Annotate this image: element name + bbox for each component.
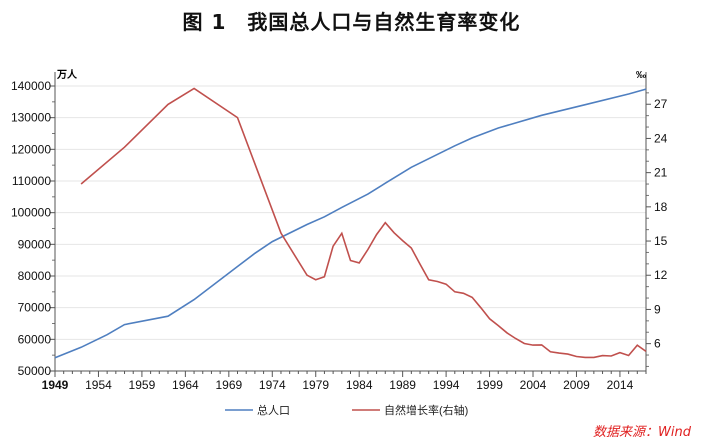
left-tick-label: 60000: [18, 332, 52, 346]
right-tick-label: 12: [654, 268, 668, 282]
x-tick-label: 1989: [389, 378, 416, 392]
right-axis-unit: ‰: [636, 70, 646, 81]
legend-label: 总人口: [257, 403, 290, 417]
x-tick-label: 2004: [520, 378, 547, 392]
right-tick-label: 21: [654, 166, 668, 180]
chart-title: 图 1 我国总人口与自然生育率变化: [182, 10, 521, 34]
x-tick-label: 1969: [215, 378, 242, 392]
right-tick-label: 27: [654, 97, 668, 111]
left-tick-label: 130000: [11, 111, 51, 125]
right-tick-label: 18: [654, 200, 668, 214]
x-tick-label: 2014: [607, 378, 634, 392]
x-tick-label: 1979: [302, 378, 329, 392]
left-tick-label: 50000: [18, 364, 52, 378]
left-tick-label: 80000: [18, 269, 52, 283]
left-tick-label: 120000: [11, 142, 51, 156]
series-line-population: [54, 88, 647, 359]
left-tick-label: 70000: [18, 301, 52, 315]
left-tick-label: 90000: [18, 237, 52, 251]
x-tick-label: 2009: [563, 378, 590, 392]
right-tick-label: 15: [654, 234, 668, 248]
right-tick-label: 6: [654, 337, 661, 351]
legend-label: 自然增长率(右轴): [384, 403, 468, 417]
right-tick-label: 9: [654, 302, 661, 316]
x-tick-label: 1994: [433, 378, 460, 392]
data-source: 数据来源：Wind: [593, 425, 691, 440]
x-tick-label: 1974: [259, 378, 286, 392]
left-tick-label: 110000: [12, 174, 51, 188]
x-tick-label: 1959: [129, 378, 156, 392]
left-axis-unit: 万人: [56, 68, 78, 81]
right-tick-label: 24: [654, 131, 668, 145]
x-tick-label: 1999: [476, 378, 503, 392]
x-tick-label: 1949: [42, 378, 69, 392]
left-tick-label: 140000: [11, 79, 51, 93]
x-tick-label: 1954: [85, 378, 112, 392]
x-tick-label: 1984: [346, 378, 373, 392]
x-tick-label: 1964: [172, 378, 199, 392]
left-tick-label: 100000: [11, 206, 51, 220]
series-line-growth-rate: [80, 87, 647, 359]
